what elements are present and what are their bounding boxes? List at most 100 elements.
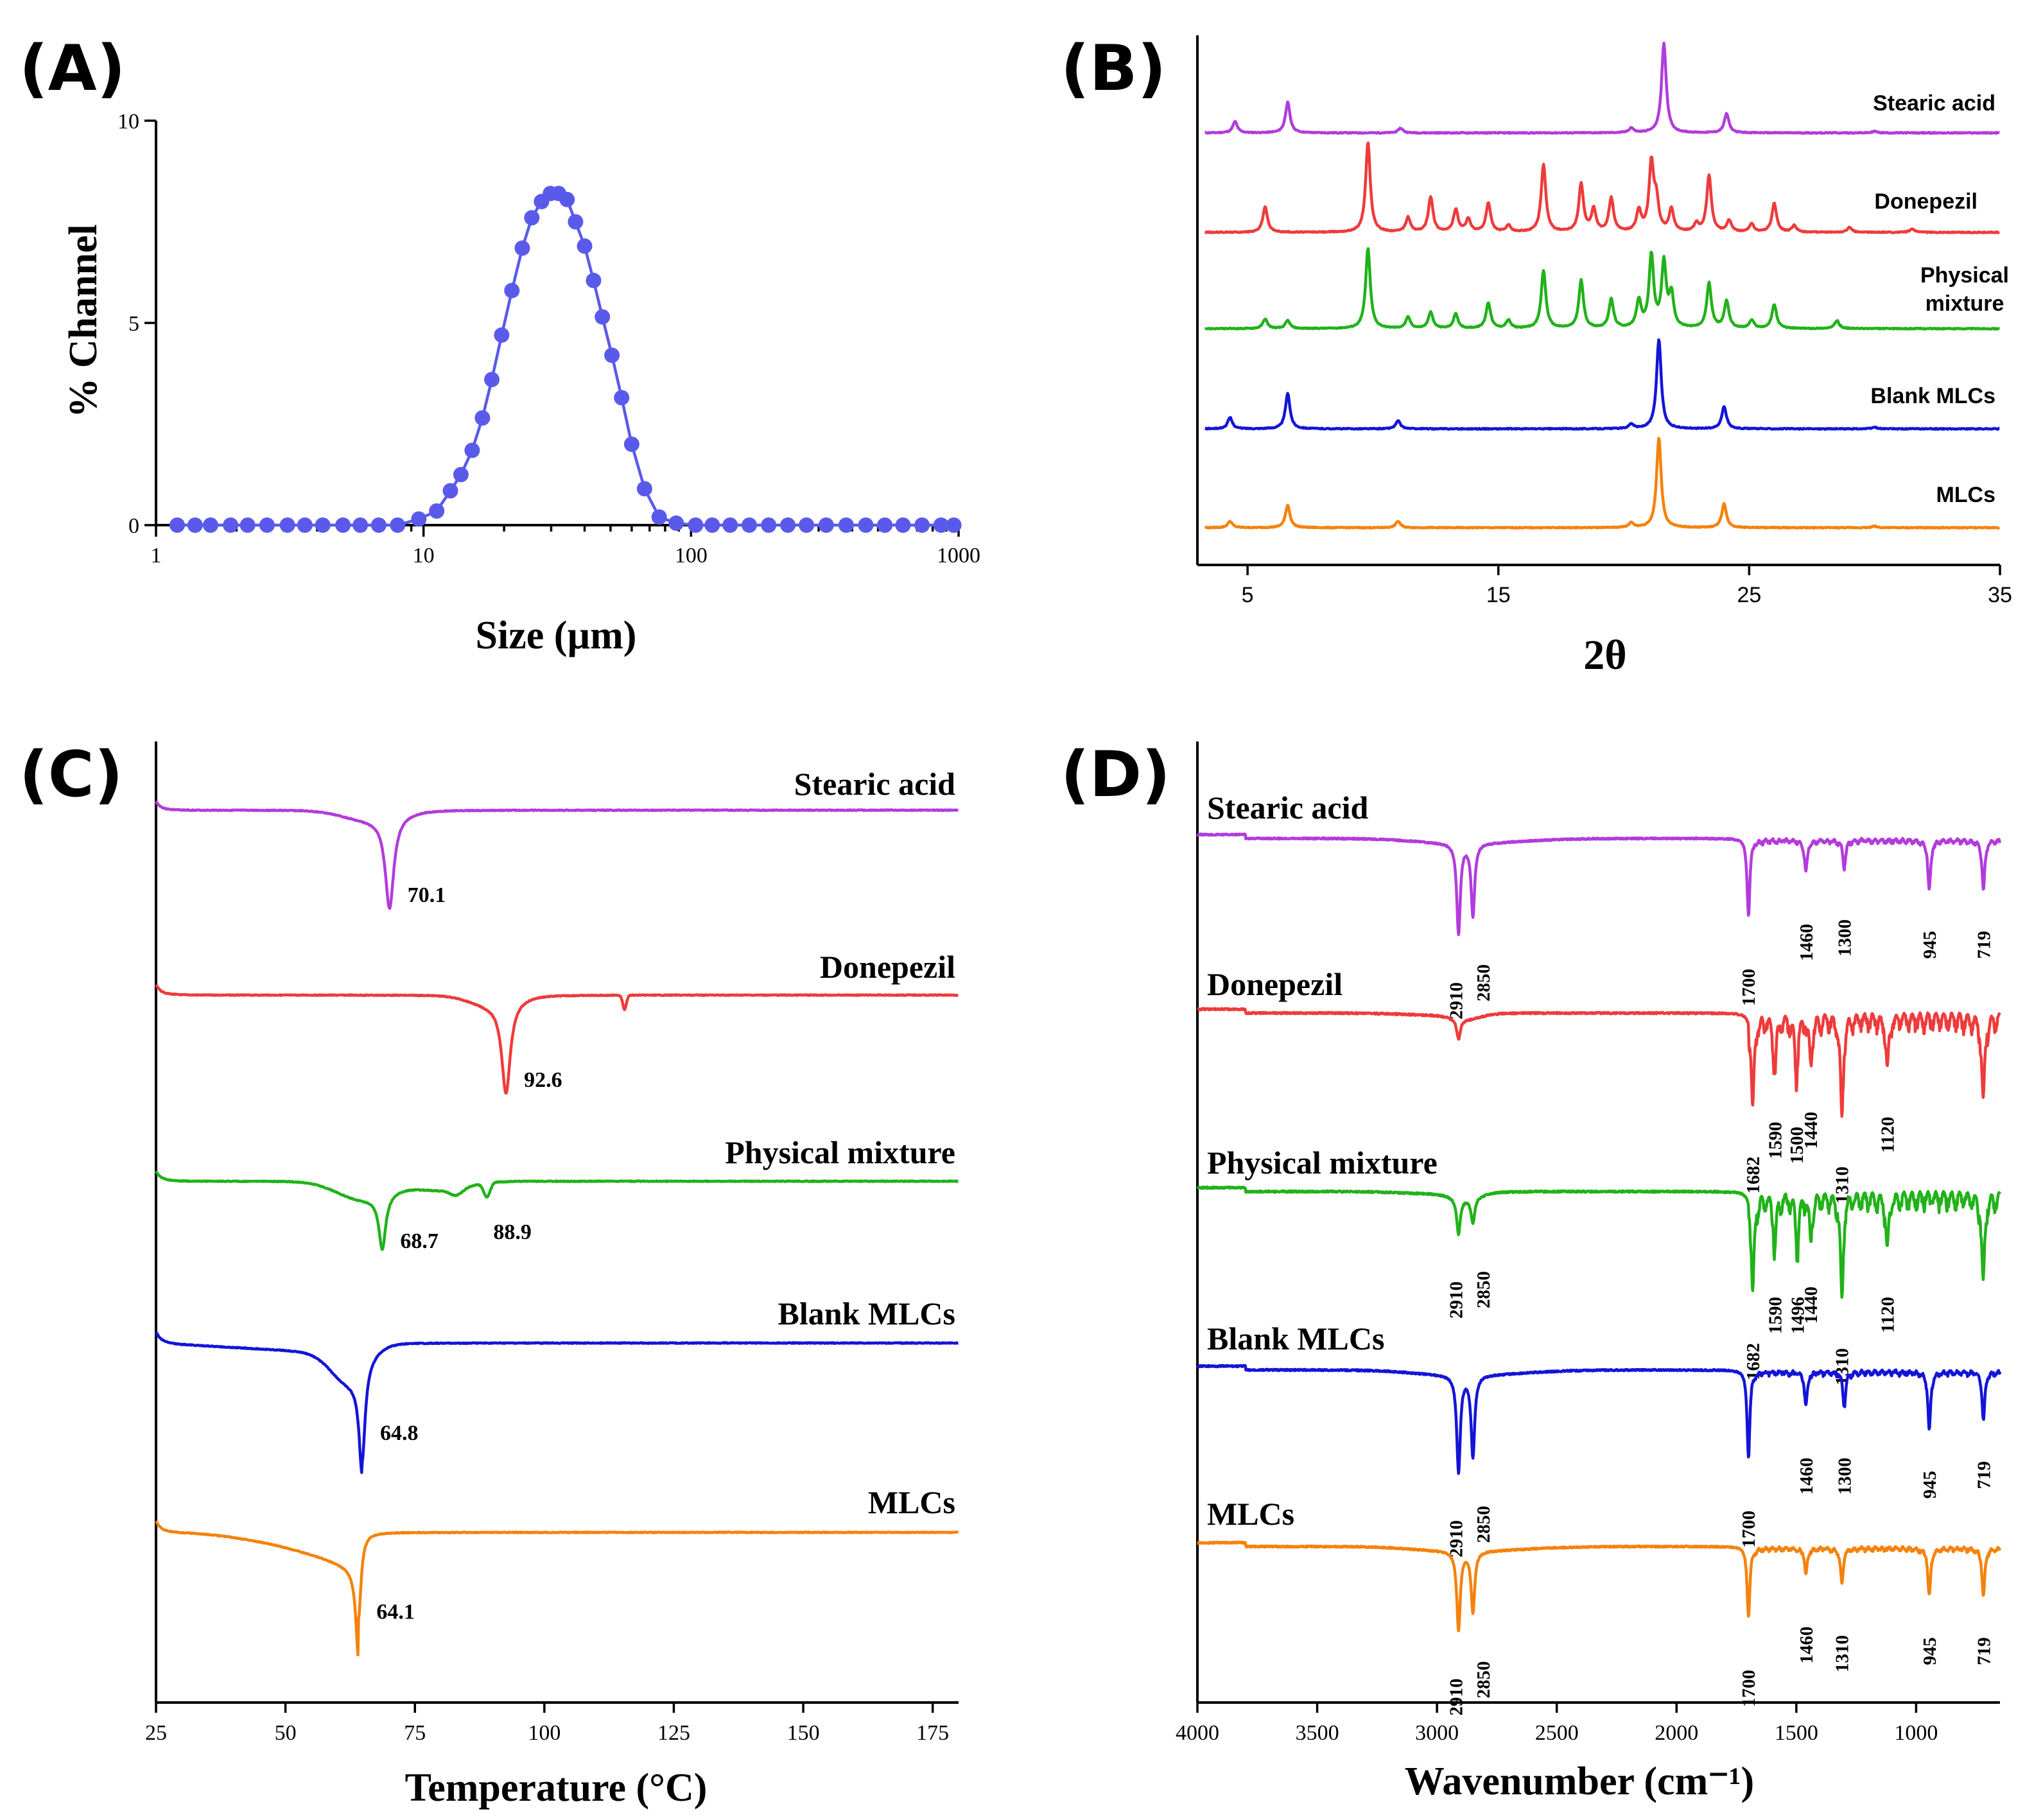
panel-d-band-label: 945 xyxy=(1920,1637,1940,1665)
panel-letter-c: (C) xyxy=(19,738,123,811)
panel-a-data-point xyxy=(504,282,520,299)
panel-d-x-tick-label: 2000 xyxy=(1655,1721,1698,1745)
panel-a-data-point xyxy=(484,372,500,388)
panel-a-data-point xyxy=(933,517,949,533)
panel-a-data-point xyxy=(668,515,684,531)
panel-b-series-label: Physical xyxy=(1920,263,2009,288)
panel-d-series-label: Stearic acid xyxy=(1207,790,1369,826)
panel-c-series-line xyxy=(155,800,959,910)
panel-d-series-label: Donepezil xyxy=(1207,966,1343,1002)
panel-a-data-point xyxy=(946,517,962,533)
panel-b-series: Stearic acid Donepezil Physical mixture Blan… xyxy=(1204,41,2009,530)
panel-a-data-point xyxy=(223,517,239,533)
panel-a-data-point xyxy=(577,238,593,254)
panel-d-x-tick-label: 3500 xyxy=(1296,1721,1339,1745)
panel-d-series-line xyxy=(1196,1185,2002,1299)
panel-c-series-label: Blank MLCs xyxy=(778,1296,955,1331)
panel-a-x-tick-label: 1000 xyxy=(937,544,980,568)
panel-b-series-label: Donepezil xyxy=(1874,189,1978,214)
panel-d-ticks: 4000 3500 3000 2500 2000 1500 1000 xyxy=(1176,1703,1938,1745)
panel-a-data-point xyxy=(315,517,331,533)
panel-b-x-tick-label: 25 xyxy=(1737,583,1761,607)
panel-d-x-tick-label: 4000 xyxy=(1176,1721,1219,1745)
panel-a: (A) 1 10 100 1000 0 5 10 Size (µm) % Channel xyxy=(19,32,980,657)
panel-a-data-point xyxy=(858,517,874,533)
panel-a-data-point xyxy=(704,517,720,533)
panel-d-series-label: Blank MLCs xyxy=(1207,1321,1384,1356)
panel-a-data-point xyxy=(838,517,854,533)
panel-a-data-point xyxy=(586,272,602,288)
panel-c-series-line xyxy=(155,1520,959,1657)
panel-d-series-line xyxy=(1196,1007,2001,1118)
panel-b: (B) 5 15 25 35 Stearic acid Donepezil Physica… xyxy=(1061,32,2012,679)
panel-a-x-axis-title: Size (µm) xyxy=(476,614,637,657)
panel-a-data-point xyxy=(474,410,491,426)
panel-a-data-point xyxy=(187,517,203,533)
panel-a-data-point xyxy=(651,509,667,525)
panel-c-series-label: Physical mixture xyxy=(725,1134,955,1170)
panel-a-data-point xyxy=(818,517,834,533)
panel-a-data-point xyxy=(623,437,639,452)
panel-c-series-line xyxy=(155,1170,959,1251)
panel-d-x-tick-label: 1000 xyxy=(1894,1721,1938,1745)
panel-a-data-point xyxy=(429,503,445,519)
panel-c-peak-label: 64.1 xyxy=(376,1600,415,1624)
panel-d-band-label: 1440 xyxy=(1801,1287,1821,1324)
panel-a-data-point xyxy=(688,517,704,533)
panel-d-band-label: 2850 xyxy=(1473,1661,1494,1698)
panel-a-data-point xyxy=(297,517,313,533)
panel-b-x-tick-label: 5 xyxy=(1242,583,1254,607)
panel-a-y-axis-title: % Channel xyxy=(62,224,105,417)
panel-d-band-label: 1500 xyxy=(1787,1127,1807,1164)
panel-c-x-tick-label: 100 xyxy=(528,1721,561,1745)
panel-c-series-line xyxy=(155,984,959,1095)
panel-c-x-tick-label: 175 xyxy=(916,1721,949,1745)
panel-a-data-point xyxy=(170,517,185,533)
panel-d-band-label: 1460 xyxy=(1796,1458,1817,1495)
panel-a-data-point xyxy=(335,517,351,533)
panel-d-band-label: 1682 xyxy=(1743,1156,1764,1193)
panel-c-x-tick-label: 150 xyxy=(787,1721,820,1745)
panel-d-band-label: 1700 xyxy=(1739,1511,1759,1548)
panel-d-band-label: 1440 xyxy=(1801,1112,1821,1149)
panel-d: (D) 4000 3500 3000 2500 2000 1500 1000 Stearic… xyxy=(1061,738,2002,1803)
panel-a-data-point xyxy=(742,517,757,533)
panel-a-data-point xyxy=(568,214,584,230)
panel-d-band-label: 2910 xyxy=(1447,1281,1467,1319)
panel-d-band-label: 1460 xyxy=(1796,924,1817,961)
panel-d-band-label: 719 xyxy=(1974,1461,1994,1489)
panel-d-band-label: 2910 xyxy=(1447,1520,1467,1557)
panel-d-band-label: 2850 xyxy=(1473,1505,1494,1543)
panel-d-series-label: Physical mixture xyxy=(1207,1145,1438,1181)
panel-a-data-point xyxy=(390,517,406,533)
panel-a-x-tick-label: 10 xyxy=(413,544,435,568)
panel-a-data-point xyxy=(559,191,575,207)
panel-c-series-label: MLCs xyxy=(868,1484,955,1520)
panel-c-series-line xyxy=(154,1331,959,1475)
panel-d-band-label: 2910 xyxy=(1447,1678,1467,1715)
panel-a-data-point xyxy=(514,240,530,256)
panel-d-series-line xyxy=(1196,832,2002,937)
panel-a-data-point xyxy=(279,517,295,533)
panel-a-x-tick-label: 1 xyxy=(151,544,162,568)
panel-b-series-label: mixture xyxy=(1925,291,2004,316)
panel-b-series-label: Blank MLCs xyxy=(1870,384,1995,408)
panel-letter-d: (D) xyxy=(1061,738,1170,811)
panel-d-band-label: 1700 xyxy=(1739,1670,1759,1707)
panel-d-band-label: 719 xyxy=(1974,1637,1994,1665)
panel-a-data-point xyxy=(614,390,630,406)
panel-d-series-line xyxy=(1196,1364,2002,1475)
panel-d-band-label: 1590 xyxy=(1765,1297,1786,1334)
panel-a-data-point xyxy=(636,481,652,497)
panel-a-data-point xyxy=(761,517,777,533)
panel-b-x-axis-title: 2θ xyxy=(1583,632,1626,679)
panel-c-series: Stearic acid 70.1 Donepezil 92.6 Physical mi… xyxy=(154,766,959,1657)
panel-a-data-point xyxy=(453,467,469,483)
panel-c-series-label: Donepezil xyxy=(820,949,955,985)
panel-b-ticks: 5 15 25 35 xyxy=(1242,565,2012,607)
panel-d-x-tick-label: 3000 xyxy=(1415,1721,1459,1745)
panel-c-peak-label: 92.6 xyxy=(524,1068,562,1092)
panel-c-ticks: 25 50 75 100 125 150 175 xyxy=(145,1703,949,1745)
panel-a-data-point xyxy=(352,517,369,533)
panel-d-band-label: 1300 xyxy=(1835,1458,1856,1495)
